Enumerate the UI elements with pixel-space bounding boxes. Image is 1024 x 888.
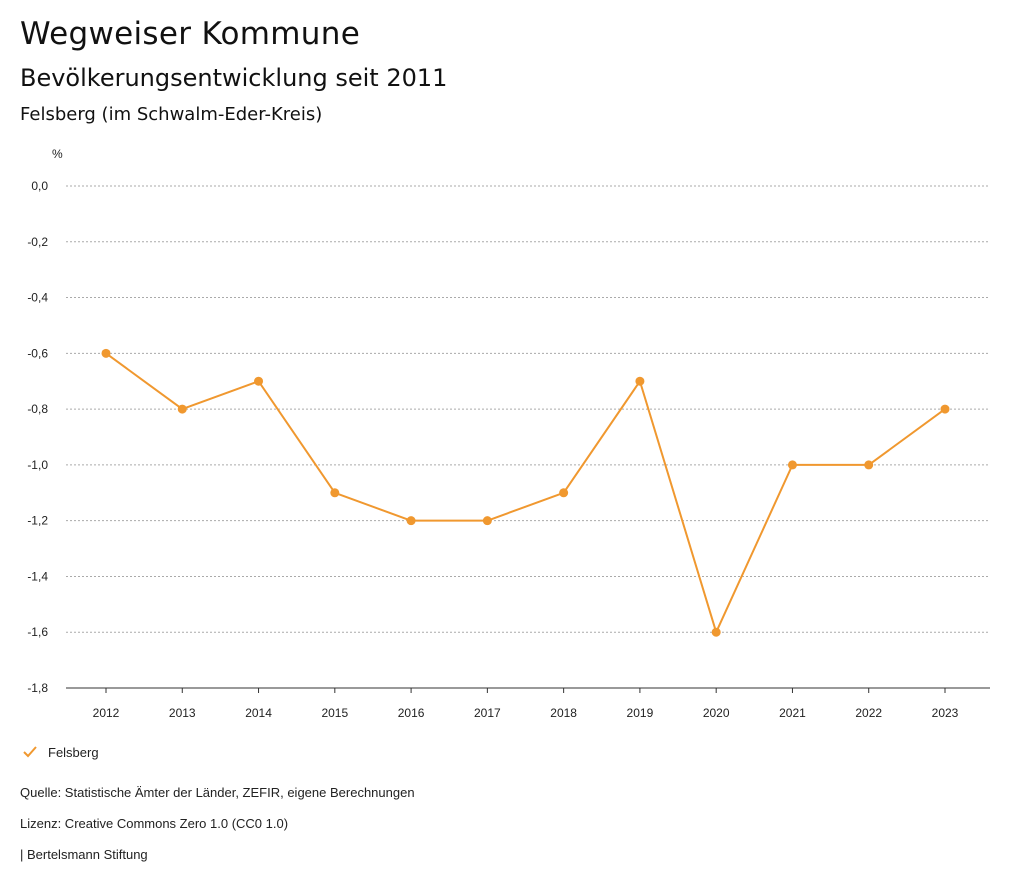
page-title: Wegweiser Kommune: [20, 16, 361, 52]
data-point: [635, 376, 645, 386]
y-tick-label: -1,8: [27, 681, 48, 695]
y-tick-label: -0,2: [27, 235, 48, 249]
line-chart: % 0,0 -0,2 -0,4 -0,6 -0,8 -1,0 -1,2 -1,4 -1,6 -1,…: [27, 147, 990, 720]
x-tick-label: 2016: [398, 706, 425, 720]
y-axis-unit: %: [52, 147, 63, 161]
data-point: [330, 488, 340, 498]
x-axis: 2012 2013 2014 2015 2016 2017 2018 2019 2020 2021…: [66, 687, 990, 720]
y-tick-label: -1,0: [27, 458, 48, 472]
y-tick-label: -1,4: [27, 569, 48, 583]
y-tick-label: -0,8: [27, 402, 48, 416]
data-point: [787, 460, 797, 470]
grid-lines: [66, 185, 990, 633]
y-tick-label: -1,2: [27, 514, 48, 528]
data-point: [559, 488, 569, 498]
series-line: [105, 352, 946, 634]
x-tick-label: 2012: [93, 706, 120, 720]
data-point: [101, 348, 111, 358]
x-tick-label: 2015: [321, 706, 348, 720]
legend[interactable]: Felsberg: [22, 744, 99, 760]
y-tick-label: -0,4: [27, 291, 48, 305]
x-tick-label: 2021: [779, 706, 806, 720]
y-tick-label: -0,6: [27, 346, 48, 360]
x-tick-label: 2022: [855, 706, 882, 720]
x-tick-label: 2014: [245, 706, 272, 720]
legend-check-icon: [23, 746, 37, 758]
source-note: Quelle: Statistische Ämter der Länder, Z…: [20, 785, 415, 800]
legend-label: Felsberg: [48, 744, 99, 760]
x-tick-label: 2020: [703, 706, 730, 720]
y-tick-label: -1,6: [27, 625, 48, 639]
y-axis-ticks: 0,0 -0,2 -0,4 -0,6 -0,8 -1,0 -1,2 -1,4 -1,6 -1,8: [27, 179, 48, 695]
brand-note: | Bertelsmann Stiftung: [20, 847, 148, 862]
data-point: [940, 404, 950, 414]
license-note: Lizenz: Creative Commons Zero 1.0 (CC0 1…: [20, 816, 289, 831]
series-felsberg: [101, 348, 950, 637]
x-tick-label: 2019: [627, 706, 654, 720]
x-tick-label: 2013: [169, 706, 196, 720]
x-tick-label: 2018: [550, 706, 577, 720]
data-point: [406, 516, 416, 526]
x-tick-label: 2017: [474, 706, 501, 720]
data-point: [177, 404, 187, 414]
data-point: [482, 516, 492, 526]
data-point: [711, 627, 721, 637]
region-label: Felsberg (im Schwalm-Eder-Kreis): [20, 104, 323, 125]
x-tick-label: 2023: [932, 706, 959, 720]
data-point: [864, 460, 874, 470]
chart-subtitle: Bevölkerungsentwicklung seit 2011: [20, 64, 448, 92]
y-tick-label: 0,0: [31, 179, 48, 193]
data-point: [254, 376, 264, 386]
